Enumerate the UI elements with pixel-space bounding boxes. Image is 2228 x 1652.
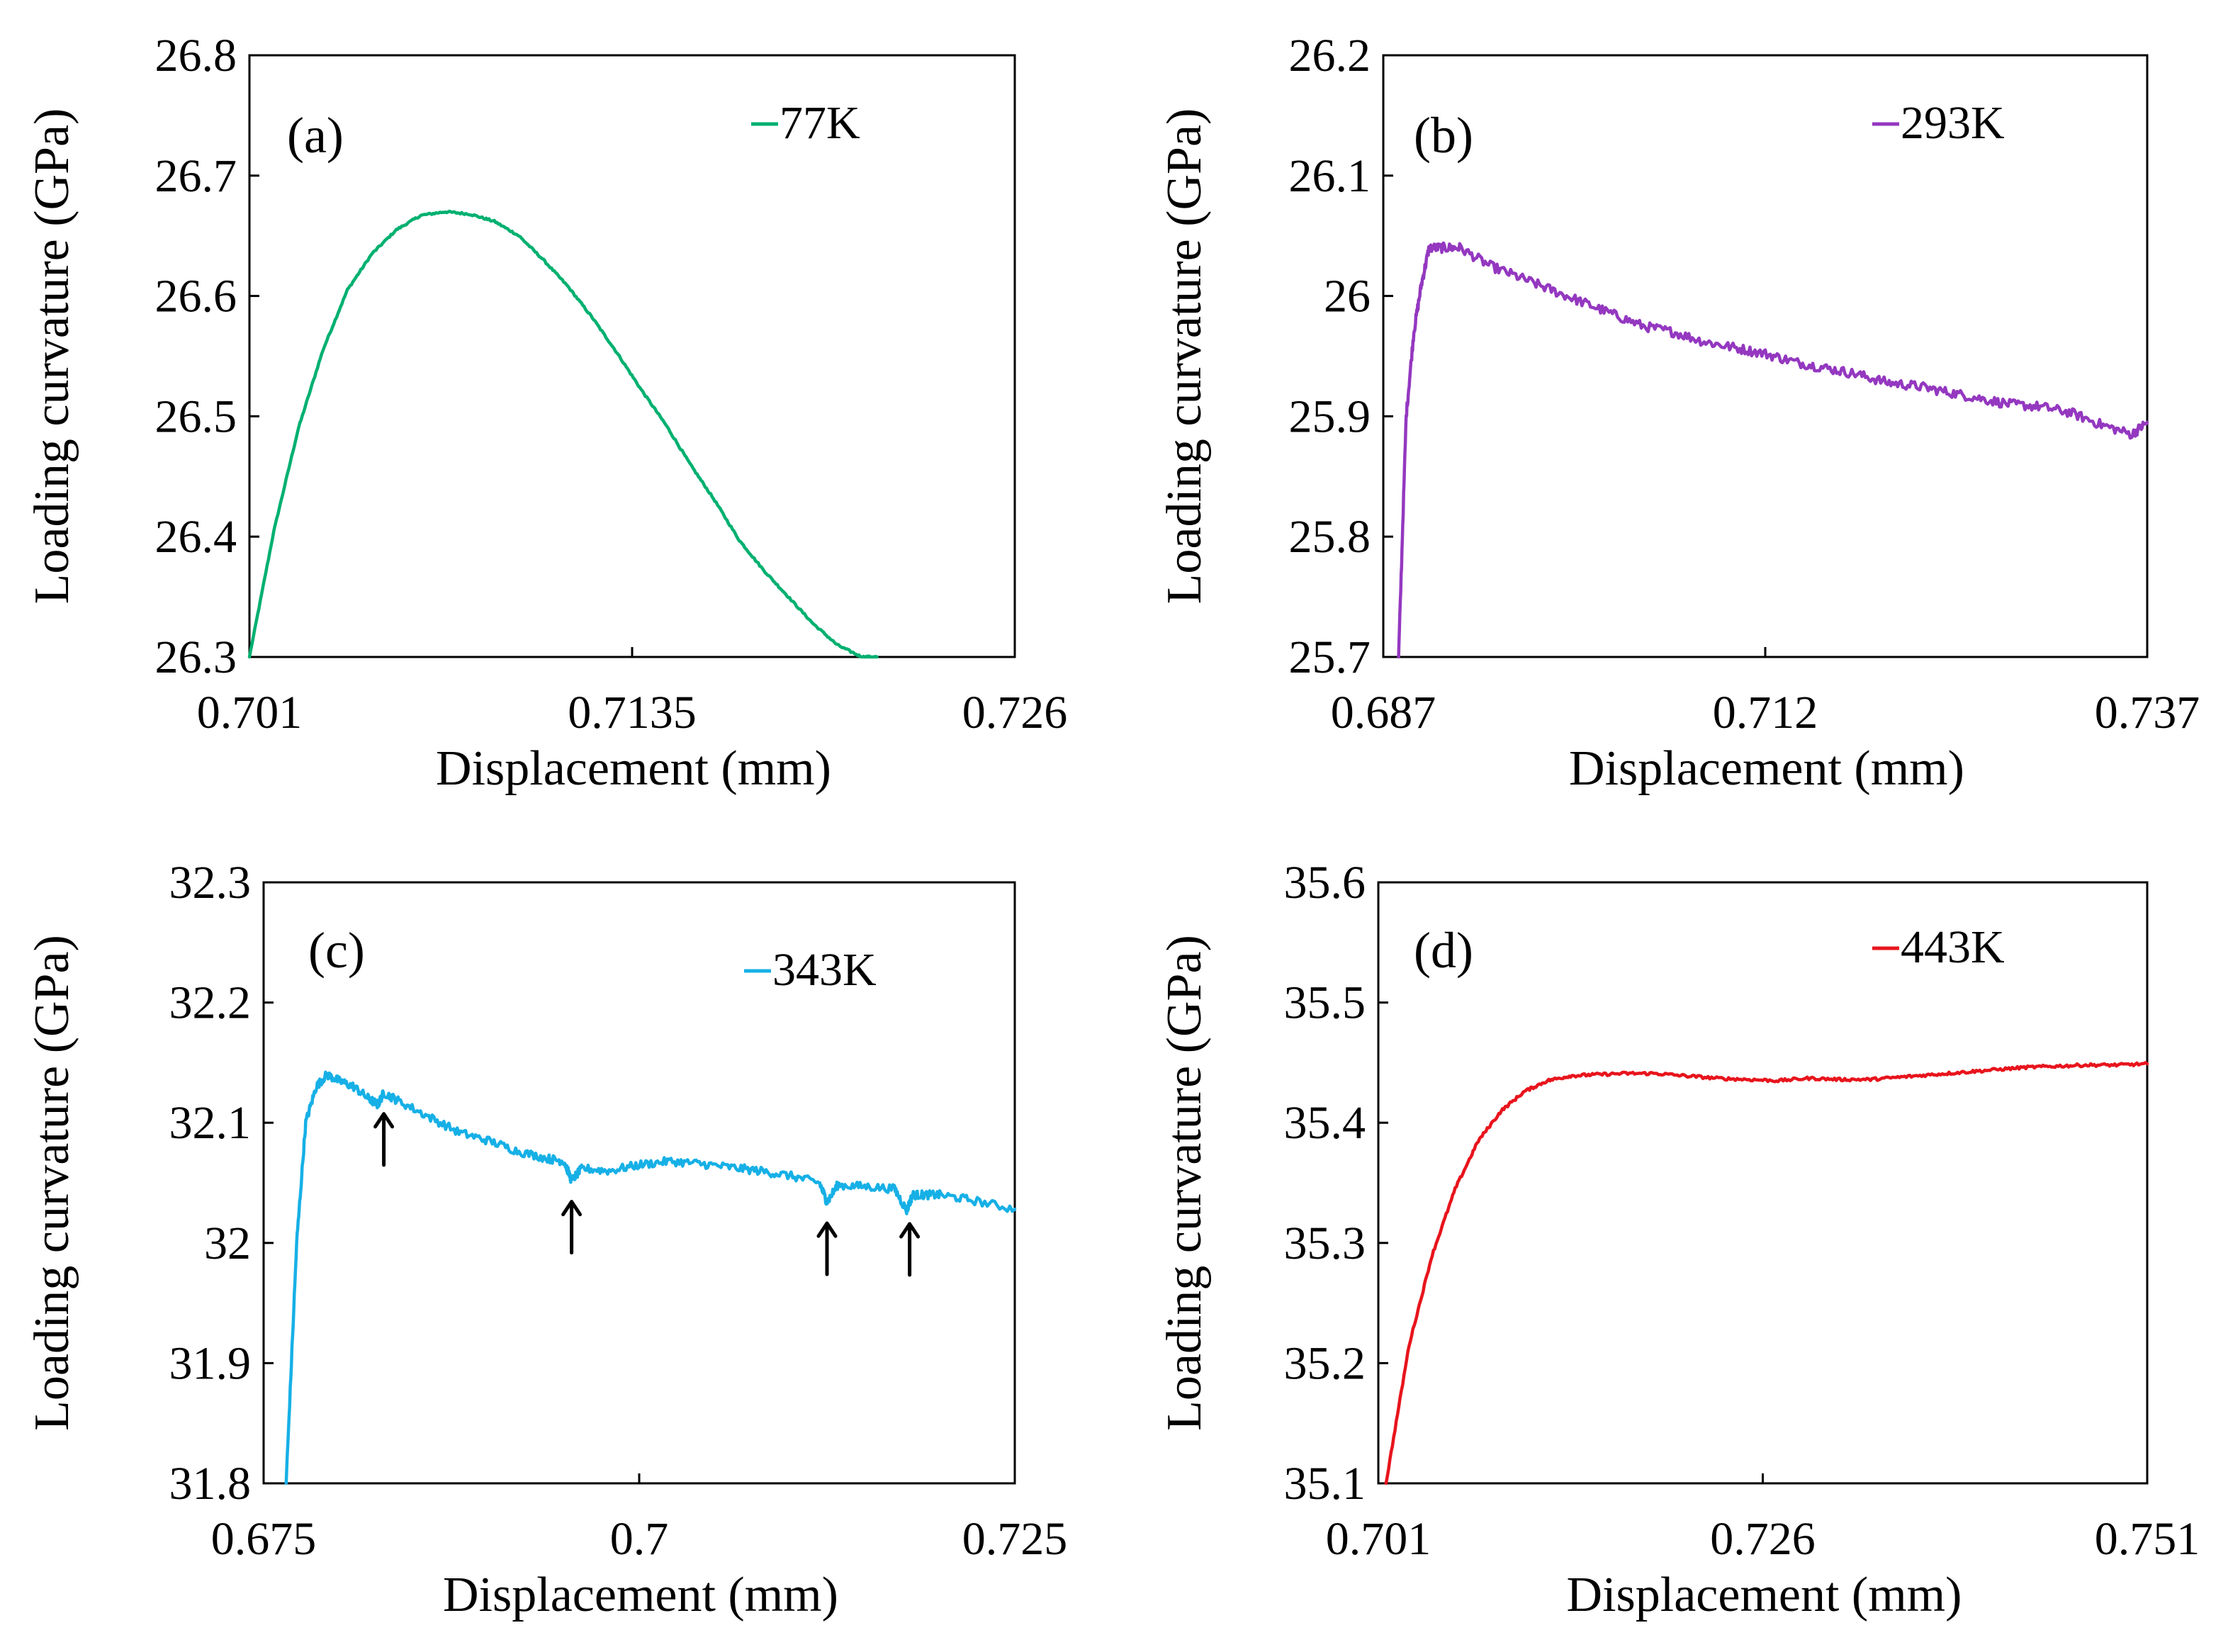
legend-label: 77K (780, 97, 860, 149)
x-tick-label: 0.712 (1713, 687, 1818, 738)
y-tick-label: 31.8 (169, 1458, 252, 1510)
y-axis-title: Loading curvature (GPa) (1157, 935, 1212, 1431)
plot-frame (248, 54, 1016, 658)
y-tick-label: 32 (204, 1218, 251, 1269)
y-axis-title: Loading curvature (GPa) (25, 935, 79, 1431)
y-tick-label: 26.8 (155, 30, 237, 82)
y-tick-label: 35.4 (1284, 1097, 1366, 1149)
y-tick-label: 35.2 (1284, 1337, 1366, 1389)
panel-label: (b) (1414, 107, 1473, 164)
chart-panel-1: 25.7 25.8 25.9 26 26.1 26.2 0.687 0.712 0.737 Dis… (1157, 30, 2200, 796)
panel-label: (d) (1414, 922, 1473, 979)
x-axis-title: Displacement (mm) (1567, 1568, 1962, 1622)
y-tick-label: 26.1 (1289, 150, 1371, 202)
x-tick-label: 0.675 (211, 1513, 317, 1565)
plot-frame (262, 881, 1016, 1485)
chart-panel-3: 35.1 35.2 35.3 35.4 35.5 35.6 0.701 0.726 0.751 D… (1157, 857, 2200, 1622)
y-tick-label: 32.1 (169, 1097, 252, 1149)
y-tick-label: 26.7 (155, 150, 237, 202)
y-axis-title: Loading curvature (GPa) (1157, 108, 1212, 605)
y-tick-label: 25.8 (1289, 511, 1371, 563)
series-line-77K (247, 209, 879, 659)
y-tick-label: 35.3 (1284, 1218, 1366, 1269)
x-tick-label: 0.701 (197, 687, 303, 738)
series-line-343K (284, 1070, 1017, 1485)
x-tick-label: 0.725 (962, 1513, 1068, 1565)
x-tick-label: 0.726 (1710, 1513, 1816, 1565)
x-axis-title: Displacement (mm) (443, 1568, 838, 1622)
annotation-arrow (373, 1112, 395, 1167)
x-axis-title: Displacement (mm) (436, 741, 831, 796)
series-line-443K (1384, 1061, 2149, 1485)
series-line-293K (1397, 241, 2149, 659)
plot-frame (1377, 881, 2149, 1485)
y-tick-label: 32.2 (169, 977, 252, 1029)
x-tick-label: 0.7135 (568, 687, 697, 738)
y-tick-label: 25.9 (1289, 390, 1371, 442)
y-tick-label: 32.3 (169, 857, 252, 909)
y-tick-label: 26.5 (155, 390, 237, 442)
x-tick-label: 0.751 (2095, 1513, 2200, 1565)
x-tick-label: 0.687 (1331, 687, 1436, 738)
annotation-arrow (561, 1200, 583, 1255)
annotation-arrow (899, 1222, 921, 1277)
y-tick-label: 26.2 (1289, 30, 1371, 82)
x-tick-label: 0.701 (1326, 1513, 1431, 1565)
panel-label: (a) (287, 107, 344, 164)
legend-label: 343K (772, 944, 877, 996)
y-tick-label: 26.4 (155, 511, 237, 563)
y-tick-label: 35.1 (1284, 1458, 1366, 1510)
y-tick-label: 26.3 (155, 631, 237, 683)
chart-panel-2: 31.8 31.9 32 32.1 32.2 32.3 0.675 0.7 0.725 Displ… (25, 857, 1067, 1622)
y-tick-label: 31.9 (169, 1337, 252, 1389)
annotation-arrow (816, 1221, 838, 1276)
x-tick-label: 0.726 (962, 687, 1068, 738)
chart-panel-0: 26.3 26.4 26.5 26.6 26.7 26.8 0.701 0.7135 0.726… (25, 30, 1067, 796)
panel-label: (c) (308, 922, 365, 979)
y-tick-label: 35.6 (1284, 857, 1366, 909)
x-axis-title: Displacement (mm) (1569, 741, 1964, 796)
y-tick-label: 26.6 (155, 271, 237, 322)
x-tick-label: 0.7 (610, 1513, 669, 1565)
x-tick-label: 0.737 (2095, 687, 2200, 738)
y-tick-label: 25.7 (1289, 631, 1371, 683)
y-axis-title: Loading curvature (GPa) (25, 108, 79, 605)
legend-label: 293K (1901, 97, 2005, 149)
y-tick-label: 26 (1324, 271, 1371, 322)
legend-label: 443K (1901, 921, 2005, 973)
y-tick-label: 35.5 (1284, 977, 1366, 1029)
